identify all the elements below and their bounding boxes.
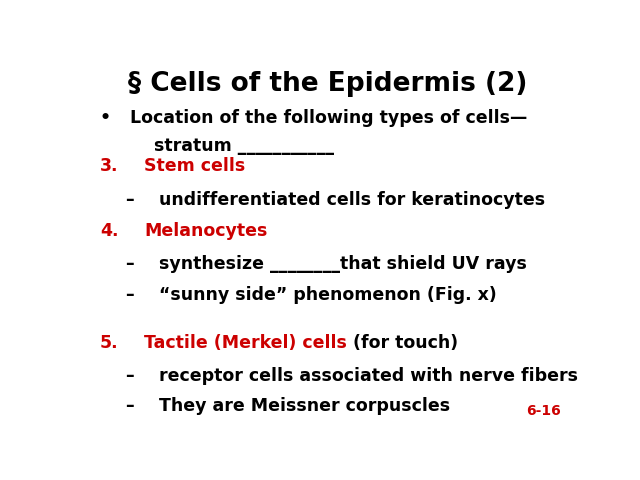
- Text: “sunny side” phenomenon (Fig. x): “sunny side” phenomenon (Fig. x): [159, 286, 497, 304]
- Text: 6-16: 6-16: [526, 404, 561, 418]
- Text: undifferentiated cells for keratinocytes: undifferentiated cells for keratinocytes: [159, 191, 545, 209]
- Text: Tactile (Merkel) cells: Tactile (Merkel) cells: [145, 334, 353, 352]
- Text: •: •: [100, 109, 111, 127]
- Text: stratum ___________: stratum ___________: [129, 137, 333, 155]
- Text: –: –: [125, 191, 133, 209]
- Text: 5.: 5.: [100, 334, 118, 352]
- Text: receptor cells associated with nerve fibers: receptor cells associated with nerve fib…: [159, 367, 579, 385]
- Text: Location of the following types of cells—: Location of the following types of cells…: [129, 109, 527, 127]
- Text: Melanocytes: Melanocytes: [145, 222, 268, 240]
- Text: They are Meissner corpuscles: They are Meissner corpuscles: [159, 397, 451, 415]
- Text: –: –: [125, 255, 133, 273]
- Text: 3.: 3.: [100, 157, 118, 175]
- Text: –: –: [125, 367, 133, 385]
- Text: Stem cells: Stem cells: [145, 157, 246, 175]
- Text: –: –: [125, 286, 133, 304]
- Text: 4.: 4.: [100, 222, 118, 240]
- Text: synthesize ________that shield UV rays: synthesize ________that shield UV rays: [159, 255, 527, 273]
- Text: –: –: [125, 397, 133, 415]
- Text: § Cells of the Epidermis (2): § Cells of the Epidermis (2): [128, 71, 528, 96]
- Text: (for touch): (for touch): [353, 334, 458, 352]
